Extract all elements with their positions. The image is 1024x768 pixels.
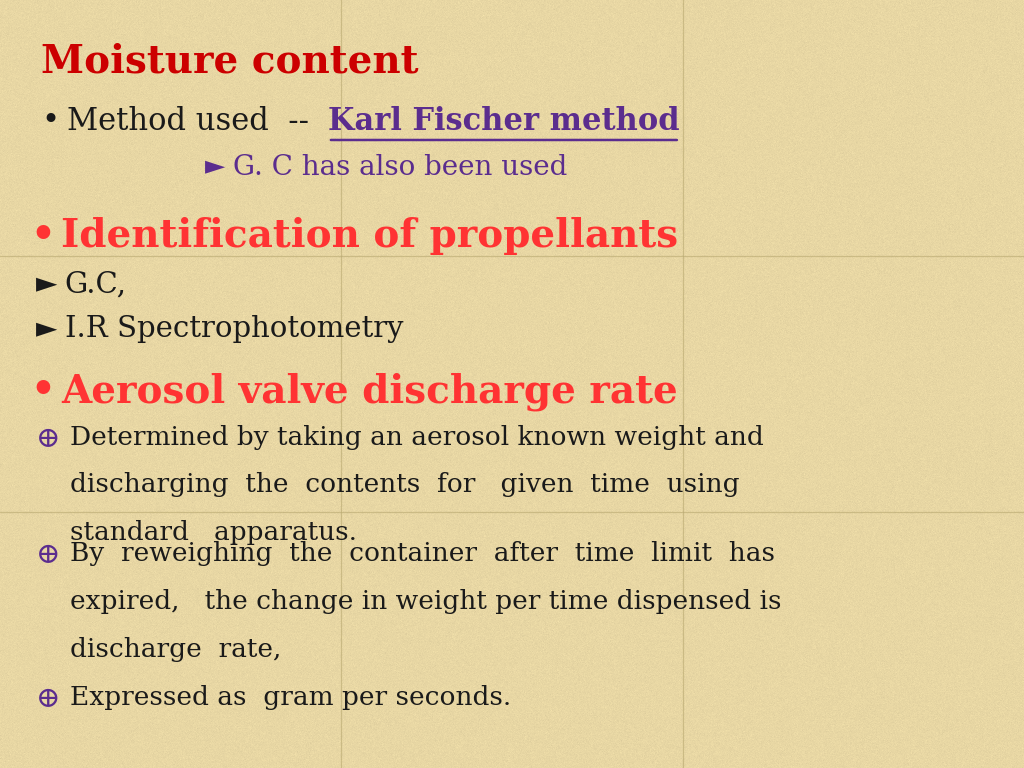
Text: discharging  the  contents  for   given  time  using: discharging the contents for given time … bbox=[70, 472, 739, 498]
Text: ►: ► bbox=[36, 315, 57, 342]
Text: standard   apparatus.: standard apparatus. bbox=[70, 520, 356, 545]
Text: Identification of propellants: Identification of propellants bbox=[61, 217, 679, 254]
Text: G. C has also been used: G. C has also been used bbox=[233, 154, 568, 180]
Text: Method used  --: Method used -- bbox=[67, 106, 328, 137]
Text: •: • bbox=[31, 372, 55, 410]
Text: By  reweighing  the  container  after  time  limit  has: By reweighing the container after time l… bbox=[70, 541, 774, 567]
Text: Aerosol valve discharge rate: Aerosol valve discharge rate bbox=[61, 372, 678, 411]
Text: Determined by taking an aerosol known weight and: Determined by taking an aerosol known we… bbox=[70, 425, 763, 450]
Text: G.C,: G.C, bbox=[65, 270, 127, 298]
Text: discharge  rate,: discharge rate, bbox=[70, 637, 281, 662]
Text: •: • bbox=[41, 106, 59, 137]
Text: Karl Fischer method: Karl Fischer method bbox=[328, 106, 680, 137]
Text: Moisture content: Moisture content bbox=[41, 42, 419, 80]
Text: I.R Spectrophotometry: I.R Spectrophotometry bbox=[65, 315, 403, 343]
Text: ⊕: ⊕ bbox=[36, 541, 60, 569]
Text: Expressed as  gram per seconds.: Expressed as gram per seconds. bbox=[70, 685, 511, 710]
Text: ⊕: ⊕ bbox=[36, 685, 60, 713]
Text: expired,   the change in weight per time dispensed is: expired, the change in weight per time d… bbox=[70, 589, 781, 614]
Text: •: • bbox=[31, 217, 55, 254]
Text: ►: ► bbox=[205, 154, 225, 179]
Text: ►: ► bbox=[36, 270, 57, 297]
Text: ⊕: ⊕ bbox=[36, 425, 60, 452]
